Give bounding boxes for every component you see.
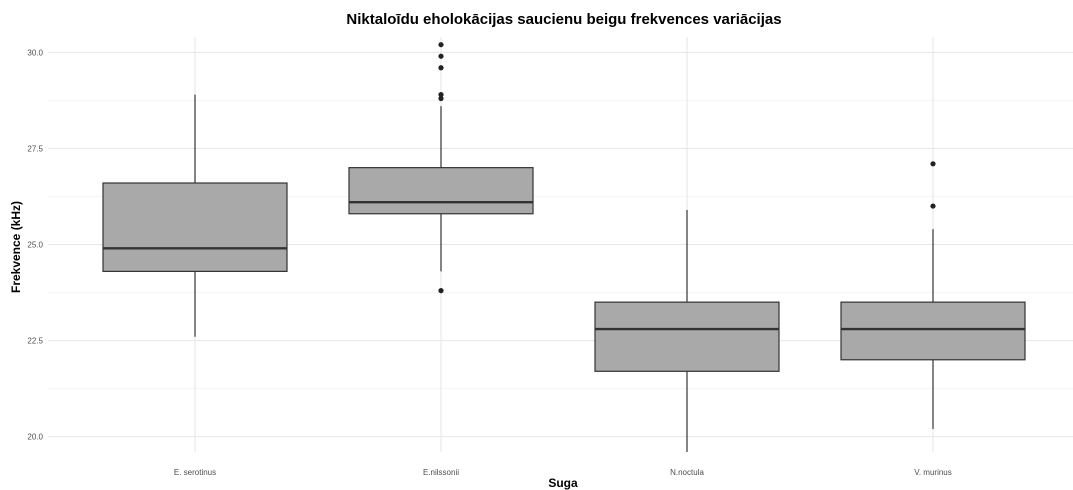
y-tick-label: 30.0 <box>27 48 43 57</box>
outlier-point <box>438 65 444 71</box>
box-layer <box>102 42 1026 452</box>
x-tick-label: N.noctula <box>670 468 704 477</box>
x-tick-label: E.nilssonii <box>423 468 459 477</box>
x-axis-title: Suga <box>548 476 578 490</box>
box-group <box>840 161 1026 429</box>
tick-layer: 20.0 22.5 25.0 27.5 30.0 E. serotinus E.nilsso… <box>27 48 951 477</box>
outlier-point <box>930 161 936 167</box>
box-body <box>102 182 288 272</box>
y-tick-label: 27.5 <box>27 144 43 153</box>
box-group <box>102 94 288 337</box>
outlier-point <box>438 42 444 48</box>
outlier-point <box>930 203 936 209</box>
y-tick-label: 20.0 <box>27 433 43 442</box>
box-body <box>348 167 534 215</box>
x-tick-label: E. serotinus <box>174 468 216 477</box>
outlier-point <box>438 92 444 98</box>
y-axis-title: Frekvence (kHz) <box>9 201 23 293</box>
chart-title: Niktaloīdu eholokācijas saucienu beigu f… <box>346 11 781 28</box>
y-tick-label: 22.5 <box>27 337 43 346</box>
y-tick-label: 25.0 <box>27 241 43 250</box>
box-body <box>594 301 780 372</box>
box-body <box>840 301 1026 361</box>
outlier-point <box>438 95 444 102</box>
outlier-point <box>438 288 444 294</box>
x-tick-label: V. murinus <box>914 468 952 477</box>
box-group <box>348 42 534 294</box>
outlier-point <box>438 53 444 59</box>
box-group <box>594 209 780 452</box>
